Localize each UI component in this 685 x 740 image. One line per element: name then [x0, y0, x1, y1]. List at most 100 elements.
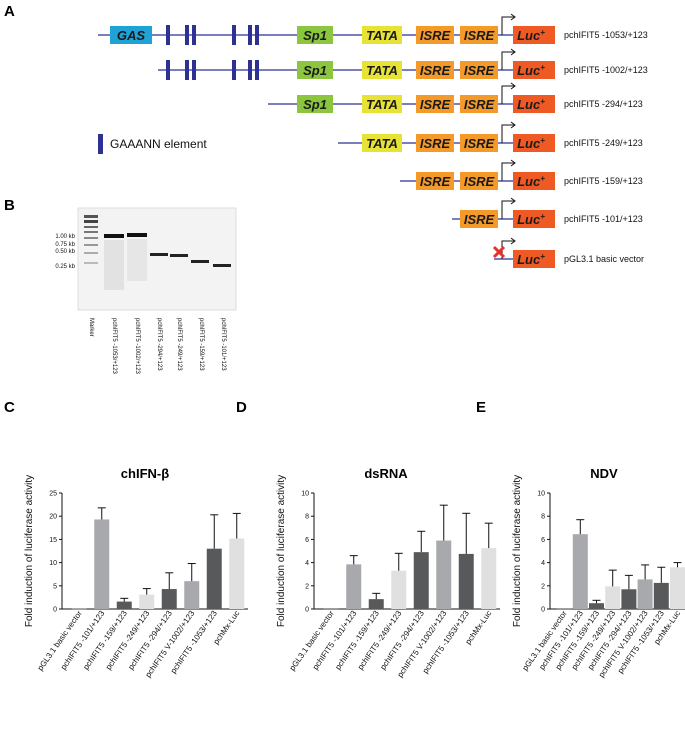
panel-label-b: B: [4, 197, 15, 214]
gaaann-mark: [166, 60, 170, 80]
isre-label: ISRE: [464, 212, 495, 227]
bar: [229, 538, 245, 609]
construct-name: pchIFIT5 -159/+123: [564, 176, 643, 186]
construct-row-101: ISRE Luc+ pchIFIT5 -101/+123: [452, 197, 643, 228]
gaaann-mark: [185, 25, 189, 45]
luc-box: [513, 134, 555, 152]
sp1-box: [297, 61, 333, 79]
bar: [346, 564, 362, 609]
gaaann-mark: [232, 25, 236, 45]
bar: [116, 601, 132, 609]
tss-arrow-icon: [501, 48, 516, 70]
y-axis-label: Fold induction of luciferase activity: [512, 475, 523, 627]
marker-label: 0.50 kb: [55, 249, 75, 255]
y-tick-label: 4: [305, 560, 309, 567]
sample-band: [170, 254, 188, 257]
isre-label: ISRE: [464, 28, 495, 43]
ladder-band: [84, 262, 98, 264]
tata-box: [362, 95, 402, 113]
sample-band: [127, 233, 147, 237]
bar: [139, 594, 155, 609]
sp1-box: [297, 26, 333, 44]
luc-label: Luc+: [517, 252, 545, 267]
luc-label: Luc+: [517, 212, 545, 227]
isre-box: [460, 172, 498, 190]
luc-label: Luc+: [517, 63, 545, 78]
bar: [323, 608, 339, 610]
bar: [670, 567, 685, 609]
sp1-label: Sp1: [303, 28, 327, 43]
tata-box: [362, 134, 402, 152]
bar: [436, 540, 452, 609]
tss-arrow-icon: [501, 13, 516, 35]
luc-box: [513, 172, 555, 190]
construct-name: pchIFIT5 -294/+123: [564, 99, 643, 109]
bar: [391, 570, 407, 609]
tss-arrow-icon: [501, 197, 516, 219]
marker-label: 1.00 kb: [55, 234, 75, 240]
legend-label: GAAANN element: [110, 137, 207, 151]
bar: [71, 608, 87, 610]
gaaann-mark: [232, 60, 236, 80]
gas-box: [110, 26, 152, 44]
y-tick-label: 10: [537, 491, 545, 498]
y-tick-label: 4: [541, 560, 545, 567]
tss-arrow-icon: [501, 82, 516, 104]
construct-row-1053: GAS Sp1 TATA ISRE ISRE Luc+ pchIFIT5 -10…: [98, 13, 648, 45]
chart-ndv: NDV Fold induction of luciferase activity…: [512, 466, 685, 679]
isre-label: ISRE: [420, 97, 451, 112]
y-tick-label: 8: [305, 514, 309, 521]
sample-smear: [127, 239, 147, 281]
luc-label: Luc+: [517, 174, 545, 189]
ladder-band: [84, 237, 98, 239]
panel-label-e: E: [476, 399, 486, 416]
y-axis-label: Fold induction of luciferase activity: [24, 475, 35, 627]
sample-band: [191, 260, 209, 263]
bar: [653, 582, 669, 609]
marker-label: 0.75 kb: [55, 242, 75, 248]
tata-label: TATA: [366, 136, 398, 151]
sp1-label: Sp1: [303, 97, 327, 112]
ladder-band: [84, 231, 98, 233]
luc-label: Luc+: [517, 97, 545, 112]
lane-label: pchIFIT5 -249/+123: [176, 318, 182, 371]
luc-box: [513, 250, 555, 268]
ladder-band: [84, 215, 98, 218]
y-tick-label: 5: [53, 583, 57, 590]
bar: [368, 599, 384, 609]
bar: [621, 589, 637, 609]
luc-box: [513, 210, 555, 228]
tata-box: [362, 26, 402, 44]
chart-title: chIFN-β: [121, 466, 169, 481]
bar: [184, 581, 200, 609]
isre-label: ISRE: [464, 136, 495, 151]
tss-arrow-icon: [501, 159, 516, 181]
bar: [413, 552, 429, 609]
gaaann-mark: [248, 60, 252, 80]
isre-box: [460, 134, 498, 152]
gaaann-mark: [166, 25, 170, 45]
isre-box: [416, 172, 454, 190]
isre-box: [460, 61, 498, 79]
gaaann-mark: [185, 60, 189, 80]
luc-box: [513, 95, 555, 113]
tata-label: TATA: [366, 63, 398, 78]
isre-label: ISRE: [420, 28, 451, 43]
isre-box: [416, 134, 454, 152]
lane-label: pchIFIT5 -1002/+123: [134, 318, 140, 375]
chart-dsrna: dsRNA Fold induction of luciferase activi…: [276, 466, 500, 679]
gaaann-mark: [255, 60, 259, 80]
lane-label: pchIFIT5 -101/+123: [220, 318, 226, 371]
tata-box: [362, 61, 402, 79]
bar: [206, 548, 222, 609]
promoter-diagram: GAS Sp1 TATA ISRE ISRE Luc+ pchIFIT5 -10…: [98, 13, 648, 268]
chart-title: dsRNA: [364, 466, 408, 481]
construct-row-basic: Luc+ pGL3.1 basic vector: [492, 237, 644, 268]
lane-label: pchIFIT5 -294/+123: [156, 318, 162, 371]
isre-label: ISRE: [464, 63, 495, 78]
construct-name: pchIFIT5 -1053/+123: [564, 30, 648, 40]
isre-box: [416, 61, 454, 79]
y-tick-label: 15: [49, 537, 57, 544]
sp1-box: [297, 95, 333, 113]
